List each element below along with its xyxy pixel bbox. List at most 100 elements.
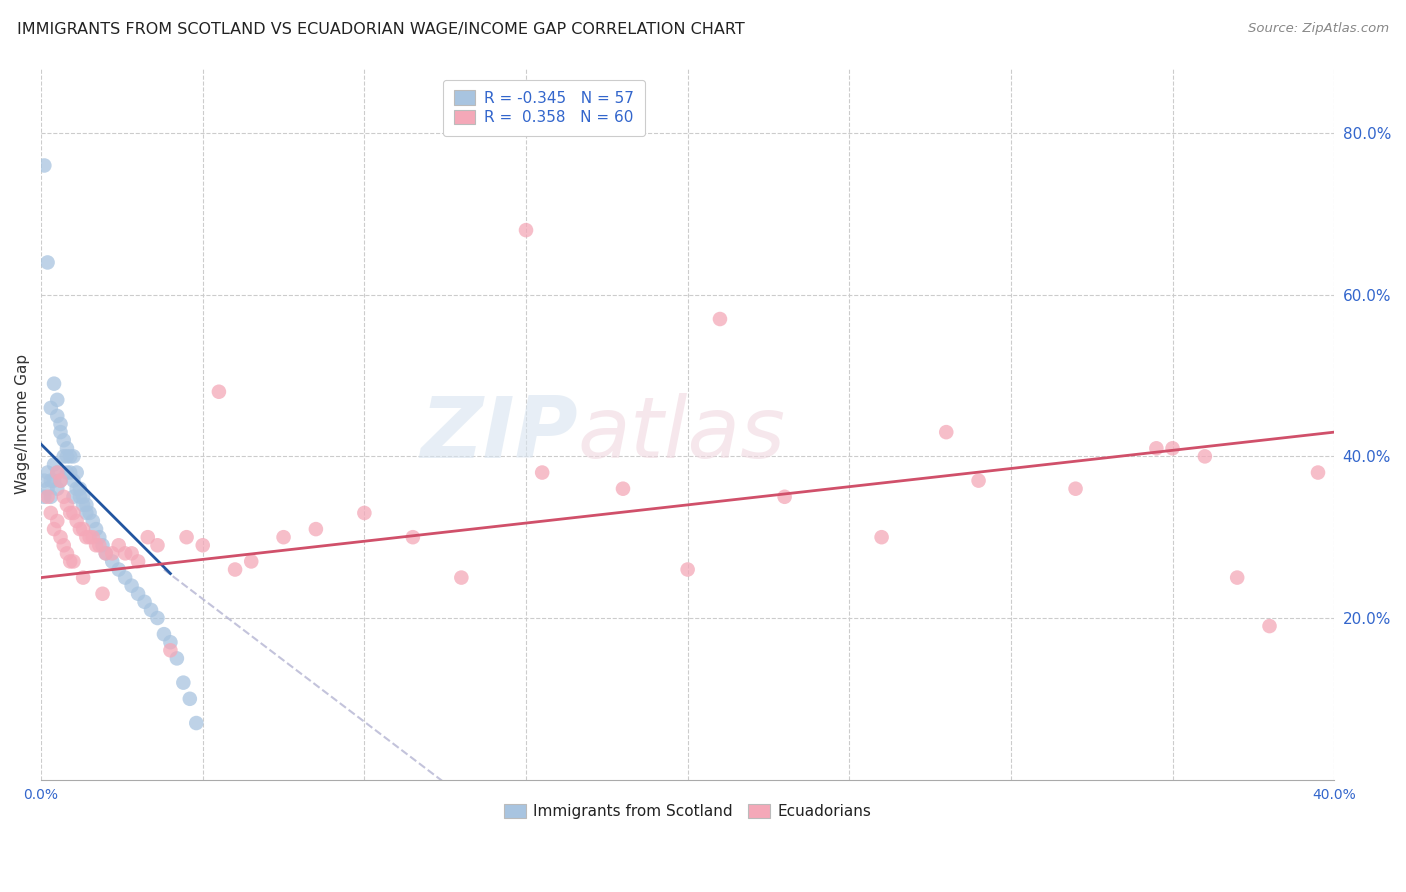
Point xyxy=(450,571,472,585)
Point xyxy=(134,595,156,609)
Point xyxy=(52,434,75,448)
Point xyxy=(69,522,91,536)
Text: atlas: atlas xyxy=(578,393,786,476)
Point xyxy=(94,546,117,560)
Point xyxy=(72,490,94,504)
Point xyxy=(75,530,97,544)
Point xyxy=(531,466,554,480)
Point xyxy=(62,490,84,504)
Point xyxy=(84,522,107,536)
Text: IMMIGRANTS FROM SCOTLAND VS ECUADORIAN WAGE/INCOME GAP CORRELATION CHART: IMMIGRANTS FROM SCOTLAND VS ECUADORIAN W… xyxy=(17,22,745,37)
Point xyxy=(79,506,101,520)
Point xyxy=(62,506,84,520)
Point xyxy=(1064,482,1087,496)
Point xyxy=(353,506,375,520)
Point xyxy=(46,514,69,528)
Point xyxy=(208,384,231,399)
Text: Source: ZipAtlas.com: Source: ZipAtlas.com xyxy=(1249,22,1389,36)
Point xyxy=(305,522,328,536)
Point xyxy=(136,530,159,544)
Point xyxy=(179,691,201,706)
Point xyxy=(42,522,65,536)
Text: ZIP: ZIP xyxy=(420,393,578,476)
Point xyxy=(121,546,143,560)
Point xyxy=(402,530,425,544)
Y-axis label: Wage/Income Gap: Wage/Income Gap xyxy=(15,354,30,494)
Point xyxy=(89,530,111,544)
Point xyxy=(52,490,75,504)
Point xyxy=(101,546,124,560)
Point xyxy=(172,675,194,690)
Point xyxy=(49,474,72,488)
Point xyxy=(139,603,162,617)
Point xyxy=(935,425,957,439)
Point xyxy=(114,571,136,585)
Point xyxy=(709,312,731,326)
Point xyxy=(62,450,84,464)
Point xyxy=(1226,571,1249,585)
Point xyxy=(107,538,129,552)
Point xyxy=(121,579,143,593)
Point xyxy=(94,546,117,560)
Point xyxy=(46,482,69,496)
Point xyxy=(146,611,169,625)
Point xyxy=(46,409,69,423)
Point xyxy=(101,554,124,568)
Point xyxy=(56,498,79,512)
Point xyxy=(66,466,89,480)
Point xyxy=(62,474,84,488)
Point xyxy=(159,635,181,649)
Point xyxy=(870,530,893,544)
Point xyxy=(191,538,214,552)
Point xyxy=(37,466,59,480)
Point xyxy=(72,498,94,512)
Point xyxy=(176,530,198,544)
Point xyxy=(91,587,114,601)
Point xyxy=(56,442,79,456)
Point xyxy=(49,417,72,431)
Point xyxy=(676,562,699,576)
Point xyxy=(46,466,69,480)
Point xyxy=(159,643,181,657)
Legend: Immigrants from Scotland, Ecuadorians: Immigrants from Scotland, Ecuadorians xyxy=(498,797,877,825)
Point xyxy=(59,466,82,480)
Point xyxy=(79,530,101,544)
Point xyxy=(773,490,796,504)
Point xyxy=(34,159,56,173)
Point xyxy=(153,627,176,641)
Point xyxy=(52,538,75,552)
Point xyxy=(37,490,59,504)
Point xyxy=(39,474,62,488)
Point xyxy=(66,482,89,496)
Point xyxy=(91,538,114,552)
Point xyxy=(1306,466,1329,480)
Point xyxy=(72,571,94,585)
Point xyxy=(42,376,65,391)
Point xyxy=(166,651,188,665)
Point xyxy=(69,482,91,496)
Point xyxy=(224,562,246,576)
Point xyxy=(75,506,97,520)
Point xyxy=(34,474,56,488)
Point xyxy=(39,506,62,520)
Point xyxy=(56,466,79,480)
Point xyxy=(56,450,79,464)
Point xyxy=(127,587,149,601)
Point xyxy=(49,530,72,544)
Point xyxy=(240,554,263,568)
Point xyxy=(82,530,104,544)
Point xyxy=(62,554,84,568)
Point xyxy=(66,514,89,528)
Point xyxy=(107,562,129,576)
Point xyxy=(39,401,62,415)
Point xyxy=(37,255,59,269)
Point xyxy=(59,554,82,568)
Point xyxy=(1194,450,1216,464)
Point xyxy=(114,546,136,560)
Point xyxy=(82,514,104,528)
Point xyxy=(49,425,72,439)
Point xyxy=(84,538,107,552)
Point xyxy=(1144,442,1167,456)
Point xyxy=(37,482,59,496)
Point xyxy=(42,474,65,488)
